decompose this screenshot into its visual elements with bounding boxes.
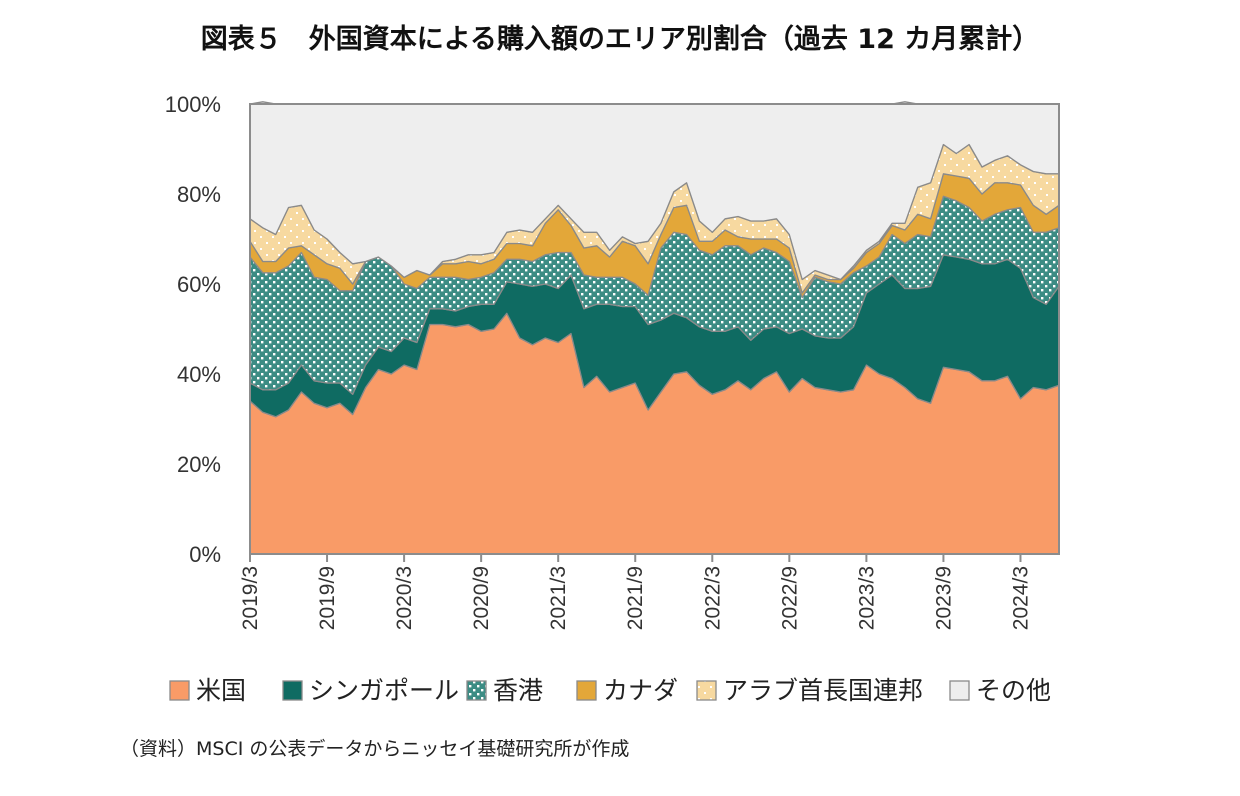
legend-label: シンガポール [309,676,459,705]
legend-swatch [576,680,597,701]
x-tick-label: 2019/9 [316,566,339,630]
x-tick-label: 2019/3 [239,566,262,630]
y-tick-label: 20% [177,452,221,477]
legend-label: アラブ首長国連邦 [723,676,923,705]
y-tick-label: 40% [177,362,221,387]
x-tick-label: 2022/9 [778,566,801,630]
legend-label: 米国 [196,676,246,705]
legend-item-other: その他 [949,676,1051,705]
legend-item-uae: アラブ首長国連邦 [696,676,923,705]
legend-label: カナダ [603,676,678,705]
legend-item-us: 米国 [169,676,246,705]
y-tick-label: 0% [189,542,221,567]
legend-label: 香港 [493,676,543,705]
x-tick-label: 2020/9 [470,566,493,630]
x-tick-label: 2022/3 [701,566,724,630]
source-note: （資料）MSCI の公表データからニッセイ基礎研究所が作成 [120,738,629,760]
chart-title: 図表５ 外国資本による購入額のエリア別割合（過去 12 カ月累計） [201,23,1040,55]
legend-swatch [169,680,190,701]
legend-item-canada: カナダ [576,676,678,705]
y-tick-label: 80% [177,182,221,207]
x-tick-label: 2020/3 [393,566,416,630]
legend-swatch [282,680,303,701]
y-tick-label: 100% [165,92,221,117]
x-tick-label: 2023/3 [855,566,878,630]
legend-swatch [696,680,717,701]
area-layers [249,101,1060,555]
plot-border [249,103,1060,555]
y-tick-label: 60% [177,272,221,297]
legend-swatch [466,680,487,701]
x-tick-label: 2021/9 [624,566,647,630]
legend-item-singapore: シンガポール [282,676,459,705]
legend-swatch [949,680,970,701]
x-tick-label: 2023/9 [932,566,955,630]
x-axis: 2019/3 2019/9 2020/3 2020/9 2021/3 2021/9 2022… [239,554,1033,630]
legend-label: その他 [976,676,1051,705]
legend: 米国 シンガポール 香港 カナダ アラブ首長国連邦 その他 [169,676,1051,705]
x-tick-label: 2021/3 [547,566,570,630]
y-axis: 0% 20% 40% 60% 80% 100% [165,92,221,567]
legend-item-hongkong: 香港 [466,676,543,705]
x-tick-label: 2024/3 [1010,566,1033,630]
